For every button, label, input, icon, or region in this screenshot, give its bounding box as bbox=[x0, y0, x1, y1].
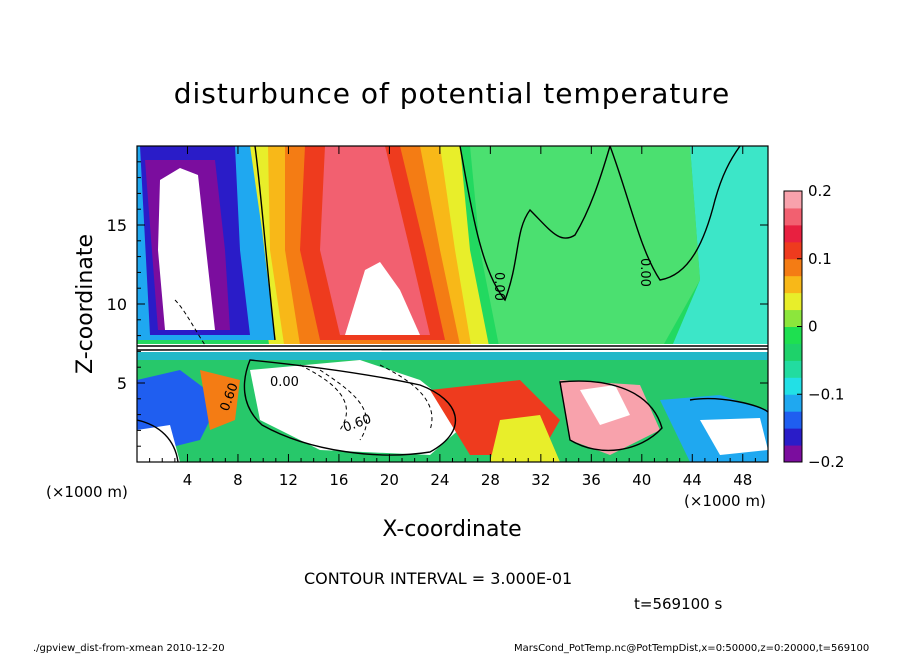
contour-interval-text: CONTOUR INTERVAL = 3.000E-01 bbox=[304, 569, 572, 588]
contour-lines bbox=[137, 146, 768, 462]
x-tick-label: 32 bbox=[531, 471, 550, 489]
contour-dashed-line bbox=[299, 364, 347, 431]
x-tick-label: 24 bbox=[430, 471, 449, 489]
chart-title: disturbunce of potential temperature bbox=[174, 77, 731, 110]
contour-label: 0.00 bbox=[270, 375, 299, 390]
field-lower-blob8 bbox=[137, 425, 180, 462]
field-cold-white bbox=[158, 168, 215, 330]
color-field bbox=[137, 146, 768, 462]
colorbar-swatch bbox=[784, 326, 802, 344]
field-lower-blob5 bbox=[580, 385, 630, 425]
contour-dashed-line bbox=[319, 369, 367, 441]
colorbar-swatch bbox=[784, 343, 802, 361]
field-warm-pink bbox=[320, 146, 430, 335]
contour-label: 0.00 bbox=[637, 258, 652, 287]
colorbar-swatch bbox=[784, 207, 802, 226]
colorbar-swatch bbox=[784, 360, 802, 378]
x-unit-left: (×1000 m) bbox=[46, 483, 128, 501]
colorbar-swatch bbox=[784, 309, 802, 327]
colorbar-swatch bbox=[784, 191, 802, 209]
y-tick-label: 10 bbox=[107, 295, 127, 314]
x-tick-label: 4 bbox=[183, 471, 193, 489]
x-axis: 4 8 12 16 20 24 28 32 36 40 44 48 bbox=[149, 146, 756, 489]
x-tick-label: 8 bbox=[233, 471, 243, 489]
contour-line bbox=[137, 348, 768, 351]
x-tick-label: 28 bbox=[481, 471, 500, 489]
colorbar-tick-label: 0.2 bbox=[808, 182, 832, 200]
contour-line bbox=[243, 359, 457, 456]
colorbar-tick-label: −0.2 bbox=[808, 453, 844, 471]
contour-dashed-line bbox=[174, 299, 206, 346]
colorbar-tick-label: 0 bbox=[808, 318, 818, 336]
x-tick-label: 16 bbox=[329, 471, 348, 489]
colorbar-swatch bbox=[784, 275, 802, 294]
y-tick-label: 5 bbox=[117, 374, 127, 393]
colorbar-tick-label: −0.1 bbox=[808, 385, 844, 403]
colorbar-swatch bbox=[784, 394, 802, 412]
colorbar-swatch bbox=[784, 377, 802, 395]
y-tick-label: 15 bbox=[107, 216, 127, 235]
x-unit-right: (×1000 m) bbox=[684, 492, 766, 510]
x-tick-label: 12 bbox=[279, 471, 298, 489]
contour-labels: 0.60 0.00 0.60 0.00 0.00 bbox=[218, 258, 652, 436]
field-green-light bbox=[470, 146, 700, 351]
contour-line bbox=[459, 146, 611, 302]
field-cyan-right bbox=[670, 146, 768, 351]
field-warm-white bbox=[345, 262, 420, 335]
field-lower-blob9 bbox=[490, 415, 560, 462]
x-tick-label: 36 bbox=[582, 471, 601, 489]
colorbar-swatch bbox=[784, 428, 802, 446]
y-axis: 5 10 15 bbox=[107, 161, 768, 447]
colorbar-swatch bbox=[784, 224, 802, 243]
time-label: t=569100 s bbox=[634, 595, 722, 613]
contour-line bbox=[689, 397, 768, 413]
x-axis-label: X-coordinate bbox=[382, 517, 521, 542]
contour-line bbox=[559, 380, 663, 452]
colorbar-swatch bbox=[784, 292, 802, 311]
colorbar-swatch bbox=[784, 445, 802, 463]
x-tick-label: 48 bbox=[733, 471, 752, 489]
field-interface-band bbox=[137, 344, 768, 352]
contour-line bbox=[137, 419, 179, 462]
colorbar: 0.2 0.1 0 −0.1 −0.2 bbox=[783, 182, 844, 471]
field-lower-blob7 bbox=[700, 418, 768, 455]
footer-left: ./gpview_dist-from-xmean 2010-12-20 bbox=[33, 643, 225, 654]
contour-dashed-line bbox=[379, 364, 433, 431]
contour-line bbox=[609, 146, 741, 281]
field-lower-blob10 bbox=[200, 370, 240, 430]
colorbar-swatch bbox=[784, 258, 802, 277]
x-tick-label: 20 bbox=[380, 471, 399, 489]
footer-right: MarsCond_PotTemp.nc@PotTempDist,x=0:5000… bbox=[514, 643, 869, 654]
contour-label: 0.00 bbox=[491, 272, 506, 301]
colorbar-swatch bbox=[784, 411, 802, 429]
colorbar-tick-label: 0.1 bbox=[808, 250, 832, 268]
x-tick-label: 40 bbox=[632, 471, 651, 489]
colorbar-swatch bbox=[784, 241, 802, 260]
contour-dashed bbox=[174, 299, 433, 441]
plot-area: 0.60 0.00 0.60 0.00 0.00 bbox=[137, 146, 768, 462]
y-axis-label: Z-coordinate bbox=[73, 234, 98, 374]
x-tick-label: 44 bbox=[683, 471, 702, 489]
contour-line bbox=[254, 146, 276, 341]
